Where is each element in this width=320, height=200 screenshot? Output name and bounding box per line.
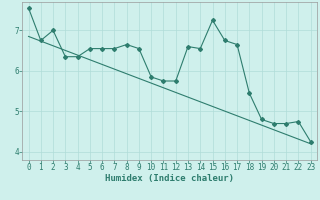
X-axis label: Humidex (Indice chaleur): Humidex (Indice chaleur) [105,174,234,183]
